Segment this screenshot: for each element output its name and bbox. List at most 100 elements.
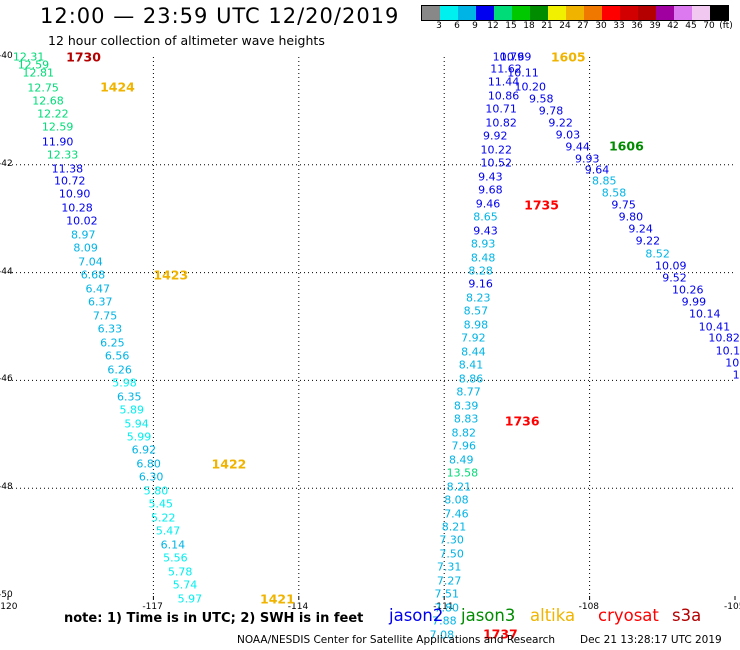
wave-height-value: 5.56 [163, 551, 188, 565]
legend-tick-label: 15 [505, 21, 517, 31]
legend-swatch [674, 6, 692, 20]
legend-tick-label: 3 [436, 21, 442, 31]
wave-height-value: 8.86 [458, 372, 484, 386]
wave-height-value: 8.21 [441, 520, 467, 534]
wave-height-value: 12.68 [32, 94, 64, 108]
wave-height-value: 6.25 [100, 336, 125, 350]
legend-swatch [494, 6, 512, 20]
wave-height-value: 6.80 [136, 457, 161, 471]
wave-height-value: 9.78 [538, 104, 564, 118]
wave-height-value: 8.23 [466, 291, 491, 305]
wave-height-value: 5.89 [119, 403, 144, 417]
wave-height-value: 7.88 [432, 614, 457, 628]
map-title: 12:00 — 23:59 UTC 12/20/2019 [40, 4, 400, 28]
legend-tick-label: 12 [487, 21, 499, 31]
legend-swatch [530, 6, 548, 20]
legend-tick-label: 6 [454, 21, 460, 31]
wave-height-value: 8.85 [592, 174, 617, 188]
legend-swatch [638, 6, 656, 20]
wave-height-value: 8.83 [453, 412, 479, 426]
wave-height-value: 10.02 [66, 214, 98, 228]
legend-tick-label: 24 [559, 21, 571, 31]
longitude-label: -117 [142, 602, 163, 612]
wave-height-value: 7.27 [436, 574, 462, 588]
pass-time-label: 1737 [482, 626, 518, 642]
satellite-legend-item: altika [530, 606, 576, 625]
wave-height-value: 5.80 [143, 484, 169, 498]
satellite-legend-item: s3a [672, 606, 702, 625]
wave-height-value: 5.22 [150, 511, 176, 525]
wave-height-value: 8.77 [456, 385, 481, 399]
wave-height-value: 8.98 [463, 318, 489, 332]
wave-height-value: 6.56 [104, 349, 130, 363]
wave-height-value: 10.52 [480, 156, 513, 170]
legend-tick-label: 33 [613, 21, 625, 31]
wave-height-value: 10.82 [708, 331, 740, 345]
wave-height-value: 8.49 [449, 453, 474, 467]
latitude-label: -40 [0, 51, 13, 61]
wave-height-value: 7.08 [429, 628, 455, 642]
wave-height-value: 9.22 [635, 234, 661, 248]
wave-height-value: 8.93 [470, 237, 496, 251]
wave-height-value: 6.35 [117, 390, 142, 404]
legend-tick-label: 36 [631, 21, 643, 31]
legend-swatch [548, 6, 566, 20]
wave-height-value: 6.26 [107, 363, 132, 377]
legend-swatch [692, 6, 710, 20]
wave-height-value: 12.22 [37, 107, 69, 121]
wave-height-value: 12.59 [17, 58, 50, 72]
legend-tick-label: 30 [595, 21, 607, 31]
legend-swatch [440, 6, 458, 20]
wave-height-value: 8.41 [458, 358, 484, 372]
wave-height-value: 8.58 [601, 186, 627, 200]
wave-height-value: 8.39 [453, 399, 479, 413]
color-scale-ticks: 3 6 9 12 15 18 21 24 27 30 33 36 39 42 45 70 (ft) [421, 21, 740, 33]
wave-height-value: 10.72 [54, 174, 86, 188]
wave-height-value: 7.31 [436, 560, 462, 574]
wave-height-value: 10.22 [480, 143, 513, 157]
latitude-label: -50 [0, 590, 13, 600]
legend-tick-label: 9 [472, 21, 478, 31]
wave-height-value: 9.75 [611, 198, 636, 212]
wave-height-value: 5.74 [172, 578, 198, 592]
wave-height-value: 10.90 [58, 187, 91, 201]
wave-height-value: 8.08 [444, 493, 469, 507]
wave-height-value: 9.99 [681, 295, 707, 309]
wave-height-value: 5.47 [155, 524, 181, 538]
wave-height-value: 6.68 [80, 268, 106, 282]
legend-swatch [476, 6, 494, 20]
credit-line: NOAA/NESDIS Center for Satellite Applica… [237, 634, 555, 646]
wave-height-value: 7.75 [92, 309, 118, 323]
wave-height-value: 9.22 [548, 116, 573, 130]
pass-time-label: 1736 [504, 413, 540, 429]
wave-height-value: 5.45 [148, 497, 174, 511]
wave-height-value: 11.90 [41, 135, 74, 149]
wave-height-value: 9.68 [478, 183, 503, 197]
wave-height-value: 8.44 [461, 345, 486, 359]
wave-height-value: 8.57 [463, 304, 489, 318]
wave-height-value: 5.99 [126, 430, 152, 444]
wave-height-value: 12.59 [41, 120, 74, 134]
longitude-label: -108 [578, 602, 600, 612]
wave-height-value: 9.43 [478, 170, 503, 184]
wave-height-value: 10.79 [492, 50, 525, 64]
wave-height-value: 11.62 [490, 62, 522, 76]
wave-height-value: 10.86 [487, 89, 520, 103]
footnote: note: 1) Time is in UTC; 2) SWH is in fe… [64, 611, 364, 626]
wave-height-value: 5.94 [124, 417, 149, 431]
wave-height-value: 9.16 [468, 277, 493, 291]
wave-height-value: 6.30 [138, 470, 164, 484]
wave-height-value: 6.92 [131, 443, 157, 457]
color-scale-legend [421, 5, 729, 21]
wave-height-value: 9.24 [628, 222, 653, 236]
legend-swatch [620, 6, 638, 20]
wave-height-value: 9.44 [565, 140, 590, 154]
wave-height-value: 8.48 [470, 251, 496, 264]
pass-time-label: 1606 [608, 138, 644, 154]
wave-height-value: 9.58 [529, 92, 554, 106]
wave-height-value: 9.80 [618, 210, 644, 224]
wave-height-value: 10.69 [499, 50, 532, 64]
wave-height-value: 10.82 [485, 116, 517, 130]
